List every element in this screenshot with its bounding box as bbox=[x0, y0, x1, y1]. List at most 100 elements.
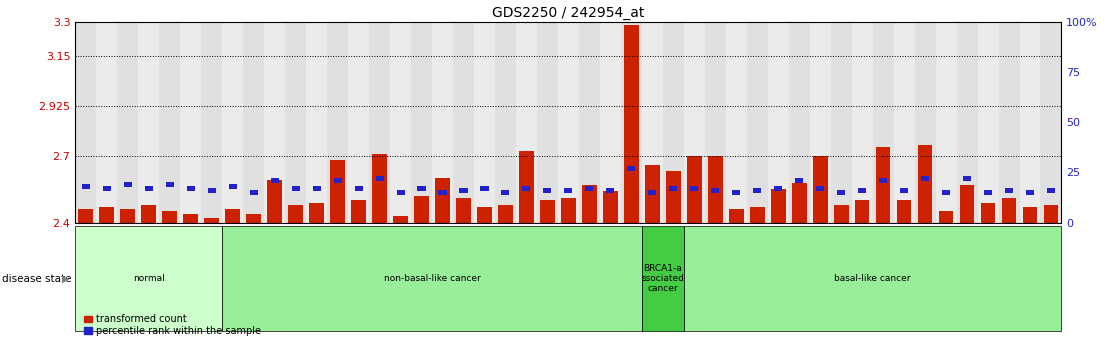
Bar bbox=[831, 22, 852, 223]
Bar bbox=[82, 184, 90, 189]
Bar bbox=[838, 190, 845, 195]
Bar bbox=[207, 188, 216, 193]
Bar bbox=[624, 24, 638, 223]
Bar bbox=[729, 209, 743, 223]
Bar bbox=[223, 22, 243, 223]
Bar bbox=[726, 22, 747, 223]
Bar bbox=[228, 184, 237, 189]
Bar bbox=[732, 190, 740, 195]
Bar bbox=[225, 209, 240, 223]
Bar bbox=[243, 22, 264, 223]
Text: normal: normal bbox=[133, 274, 165, 283]
Bar bbox=[435, 178, 450, 223]
Bar bbox=[753, 188, 761, 193]
Legend: transformed count, percentile rank within the sample: transformed count, percentile rank withi… bbox=[80, 310, 265, 340]
Text: basal-like cancer: basal-like cancer bbox=[834, 274, 911, 283]
Bar bbox=[1002, 198, 1016, 223]
Bar bbox=[460, 188, 468, 193]
Bar bbox=[663, 22, 684, 223]
Bar bbox=[543, 188, 552, 193]
Bar bbox=[977, 22, 998, 223]
Bar bbox=[1047, 188, 1055, 193]
Bar bbox=[984, 190, 992, 195]
Bar bbox=[981, 203, 995, 223]
Bar bbox=[935, 22, 956, 223]
Bar bbox=[142, 205, 156, 223]
Bar bbox=[309, 203, 324, 223]
Bar bbox=[956, 22, 977, 223]
Bar bbox=[1019, 22, 1040, 223]
Bar bbox=[270, 178, 279, 183]
Bar bbox=[432, 22, 453, 223]
Bar bbox=[537, 22, 558, 223]
Bar bbox=[606, 188, 615, 193]
Bar bbox=[103, 186, 111, 191]
Bar bbox=[519, 151, 534, 223]
Bar bbox=[963, 176, 971, 181]
Bar bbox=[418, 186, 425, 191]
Bar bbox=[1044, 205, 1058, 223]
Bar bbox=[414, 196, 429, 223]
Bar bbox=[184, 214, 198, 223]
Bar bbox=[291, 186, 299, 191]
Bar bbox=[117, 22, 138, 223]
Bar bbox=[603, 191, 617, 223]
Bar bbox=[330, 160, 345, 223]
Bar bbox=[1005, 188, 1013, 193]
Bar bbox=[1023, 207, 1037, 223]
Bar bbox=[348, 22, 369, 223]
Bar bbox=[312, 186, 320, 191]
Bar bbox=[917, 145, 933, 223]
Bar bbox=[921, 176, 930, 181]
Bar bbox=[750, 207, 765, 223]
Bar bbox=[648, 190, 656, 195]
Bar bbox=[334, 178, 341, 183]
Bar bbox=[145, 186, 153, 191]
Text: non-basal-like cancer: non-basal-like cancer bbox=[383, 274, 481, 283]
Bar bbox=[938, 211, 953, 223]
Bar bbox=[813, 156, 828, 223]
Bar bbox=[166, 182, 174, 187]
Bar bbox=[810, 22, 831, 223]
Bar bbox=[522, 186, 531, 191]
Bar bbox=[690, 186, 698, 191]
Bar bbox=[288, 205, 302, 223]
Title: GDS2250 / 242954_at: GDS2250 / 242954_at bbox=[492, 6, 645, 20]
Bar bbox=[642, 22, 663, 223]
Bar bbox=[160, 22, 181, 223]
Bar bbox=[355, 186, 362, 191]
Bar bbox=[204, 218, 219, 223]
Bar bbox=[96, 22, 117, 223]
Bar bbox=[540, 200, 555, 223]
Bar bbox=[627, 166, 635, 171]
Bar bbox=[249, 190, 258, 195]
Bar bbox=[774, 186, 782, 191]
Bar bbox=[100, 207, 114, 223]
Bar bbox=[711, 188, 719, 193]
Bar bbox=[267, 180, 283, 223]
Bar bbox=[376, 176, 383, 181]
Bar bbox=[585, 186, 594, 191]
Bar bbox=[495, 22, 516, 223]
Bar bbox=[138, 22, 160, 223]
Bar bbox=[620, 22, 642, 223]
Bar bbox=[582, 185, 597, 223]
Bar bbox=[768, 22, 789, 223]
Bar bbox=[684, 22, 705, 223]
Bar bbox=[79, 209, 93, 223]
Bar bbox=[858, 188, 866, 193]
Bar bbox=[747, 22, 768, 223]
Bar bbox=[121, 209, 135, 223]
Bar bbox=[687, 156, 701, 223]
Bar bbox=[599, 22, 620, 223]
Bar bbox=[481, 186, 489, 191]
Bar bbox=[792, 183, 807, 223]
Bar bbox=[960, 185, 974, 223]
Bar bbox=[397, 190, 404, 195]
Bar bbox=[854, 200, 870, 223]
Bar bbox=[942, 190, 950, 195]
Bar bbox=[873, 22, 894, 223]
Text: ▶: ▶ bbox=[62, 274, 70, 284]
Bar bbox=[202, 22, 223, 223]
Bar bbox=[246, 214, 261, 223]
